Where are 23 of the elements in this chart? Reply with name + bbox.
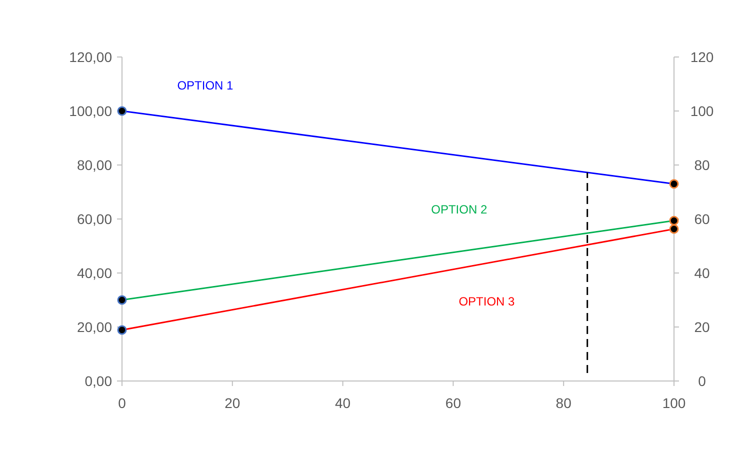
x-tick-label: 20	[224, 395, 240, 411]
x-tick-label: 0	[118, 395, 126, 411]
text: OPTION 3	[458, 294, 516, 308]
y2-tick-label: 120	[690, 48, 714, 65]
y-tick-label: 20,00	[76, 318, 112, 335]
y-tick-label: 120,00	[69, 48, 112, 65]
y-tick-label: 100,00	[69, 102, 112, 119]
y2-tick-label: 0	[698, 372, 706, 389]
y2-tick-label: 40	[694, 264, 710, 281]
y-tick-label: 40,00	[76, 264, 112, 281]
x-tick-label: 80	[556, 395, 572, 411]
y-tick-label: 60,00	[76, 210, 112, 227]
text: OPTION 1	[177, 78, 234, 92]
x-tick-label: 40	[335, 395, 351, 411]
y-tick-label: 80,00	[76, 156, 112, 173]
y2-tick-label: 60	[694, 210, 710, 227]
y2-tick-label: 20	[694, 318, 710, 335]
x-tick-label: 100	[662, 395, 686, 411]
x-tick-label: 60	[445, 395, 462, 411]
y2-tick-label: 80	[694, 156, 710, 173]
text: OPTION 2	[431, 202, 488, 217]
y2-tick-label: 100	[690, 102, 714, 119]
y-tick-label: 0,00	[84, 372, 112, 389]
